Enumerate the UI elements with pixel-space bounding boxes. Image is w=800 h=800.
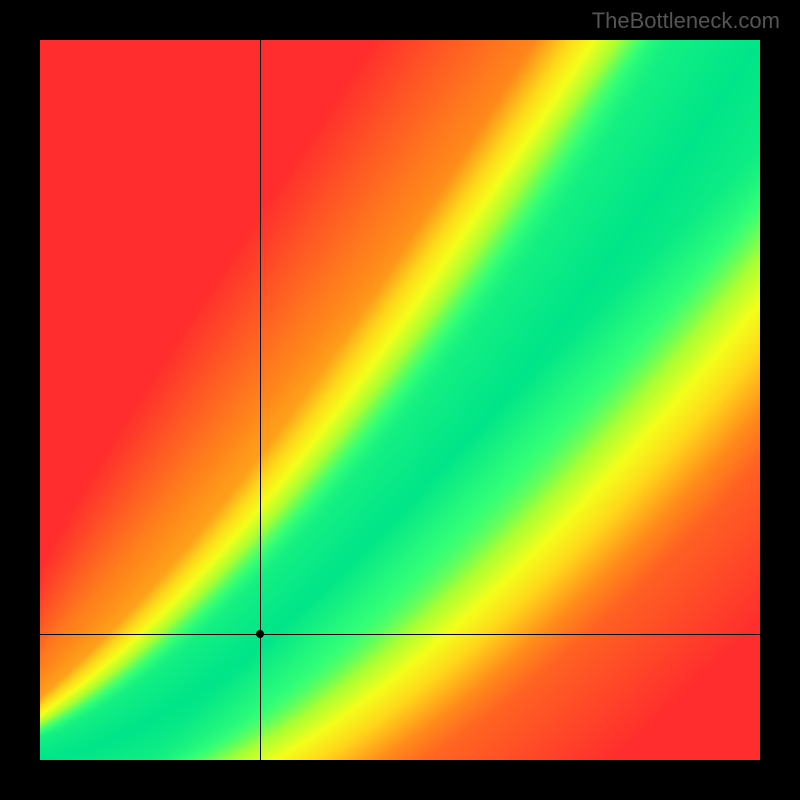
- root: TheBottleneck.com: [0, 0, 800, 800]
- chart-area: [40, 40, 760, 760]
- watermark-text: TheBottleneck.com: [592, 8, 780, 34]
- crosshair-horizontal: [40, 634, 760, 635]
- crosshair-vertical: [260, 40, 261, 760]
- heatmap-canvas: [40, 40, 760, 760]
- marker-dot: [256, 630, 264, 638]
